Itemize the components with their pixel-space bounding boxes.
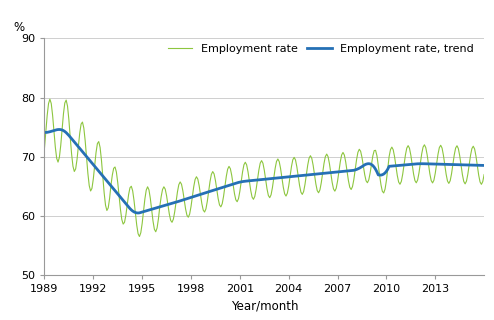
Legend: Employment rate, Employment rate, trend: Employment rate, Employment rate, trend xyxy=(164,39,479,58)
Line: Employment rate: Employment rate xyxy=(44,99,484,236)
Employment rate, trend xyxy=(427,162,433,166)
Employment rate xyxy=(131,199,137,203)
Line: Employment rate, trend: Employment rate, trend xyxy=(44,130,484,213)
Employment rate xyxy=(47,97,53,101)
Employment rate, trend xyxy=(128,208,134,212)
Employment rate, trend xyxy=(56,128,62,132)
Employment rate xyxy=(481,173,487,177)
Employment rate xyxy=(41,146,47,150)
Employment rate, trend xyxy=(135,211,141,215)
Text: %: % xyxy=(14,21,25,34)
Employment rate xyxy=(436,146,442,149)
Employment rate xyxy=(128,184,134,188)
Employment rate, trend xyxy=(41,131,47,134)
Employment rate xyxy=(136,235,142,238)
Employment rate, trend xyxy=(164,203,169,207)
Employment rate xyxy=(94,142,100,146)
X-axis label: Year/month: Year/month xyxy=(231,300,298,313)
Employment rate, trend xyxy=(436,162,442,166)
Employment rate, trend xyxy=(94,168,100,172)
Employment rate, trend xyxy=(131,210,137,214)
Employment rate, trend xyxy=(481,164,487,167)
Employment rate xyxy=(427,172,433,176)
Employment rate xyxy=(164,194,169,198)
